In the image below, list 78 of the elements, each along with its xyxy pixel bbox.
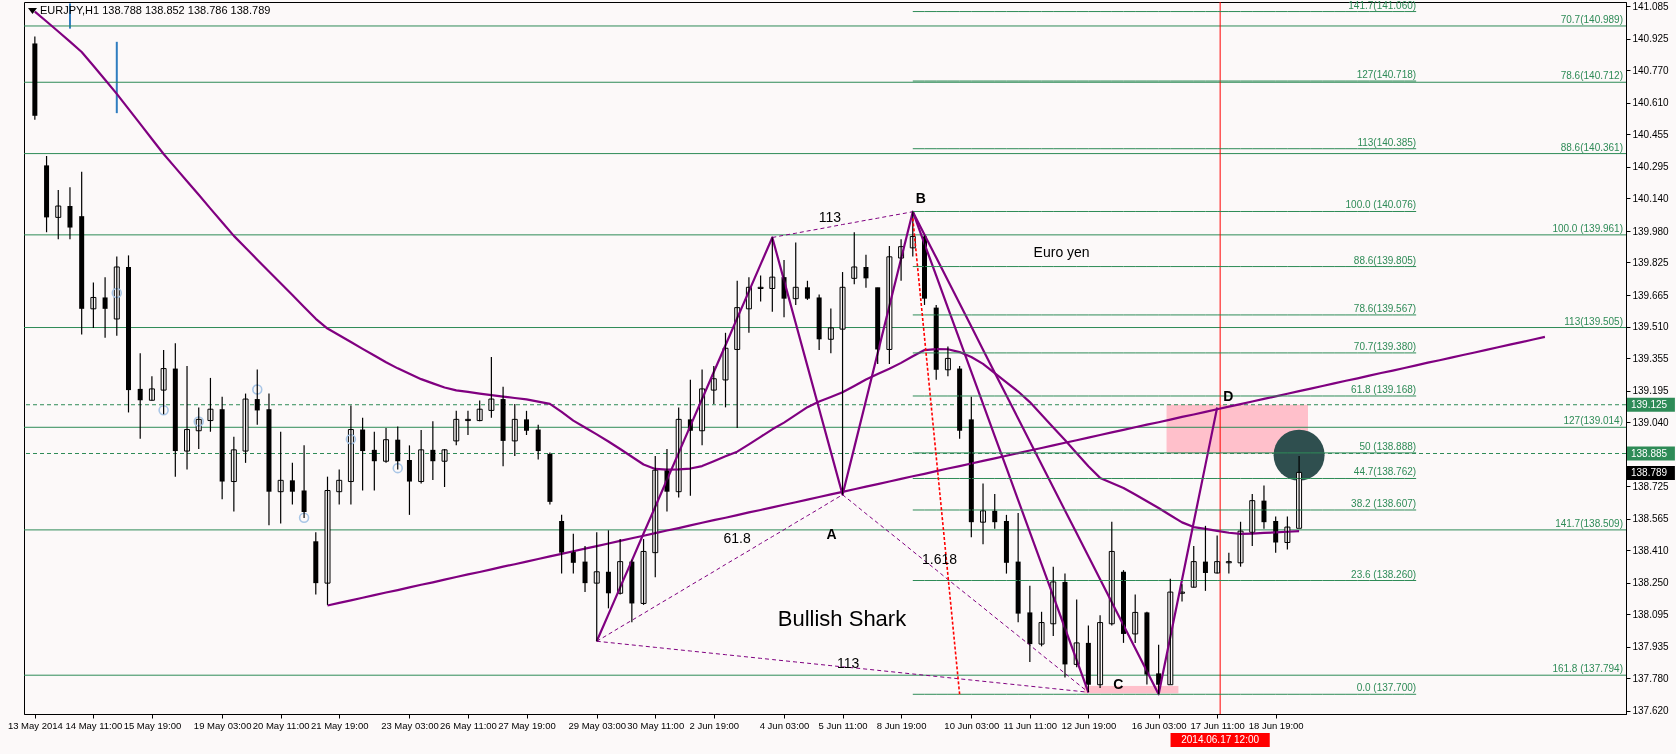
annotation: D — [1223, 387, 1234, 404]
ref-line-label: 78.6(140.712) — [1560, 70, 1623, 82]
series-label: 88.6(139.805) — [1353, 254, 1417, 266]
ref-line-label: 138.885 — [1631, 447, 1668, 459]
annotation: 1.618 — [922, 550, 958, 567]
x-tick-label: 19 May 03:00 — [193, 719, 252, 731]
y-tick-label: 138.565 — [1632, 513, 1670, 525]
series-label: 70.7(139.380) — [1353, 340, 1417, 352]
x-tick-label: 16 Jun 03:00 — [1131, 719, 1187, 731]
ref-line-label: 139.125 — [1631, 398, 1668, 410]
y-tick-label: 140.455 — [1632, 128, 1670, 140]
y-tick-label: 139.510 — [1632, 321, 1670, 332]
x-tick-label: 27 May 19:00 — [498, 719, 556, 731]
series-label: 38.2 (138.607) — [1351, 497, 1417, 509]
y-tick-label: 138.250 — [1632, 577, 1670, 589]
y-tick-label: 139.980 — [1632, 225, 1670, 237]
y-tick-label: 141.085 — [1632, 0, 1670, 12]
y-tick-label: 140.925 — [1632, 33, 1670, 45]
series-label: 78.6(139.567) — [1353, 302, 1417, 314]
x-tick-label: 12 Jun 19:00 — [1061, 719, 1117, 731]
ref-line-label: 127(139.014) — [1563, 415, 1623, 427]
annotation: 113 — [818, 208, 842, 225]
y-tick-label: 137.620 — [1632, 705, 1670, 717]
ref-line-label: 70.7(140.989) — [1560, 13, 1623, 25]
x-tick-label: 21 May 19:00 — [310, 719, 369, 731]
ref-line-label: 100.0 (139.961) — [1552, 222, 1623, 234]
annotation: C — [1113, 675, 1124, 692]
y-tick-label: 140.140 — [1632, 192, 1670, 204]
x-tick-label: 17 Jun 11:00 — [1190, 719, 1245, 731]
x-tick-label: 26 May 11:00 — [440, 719, 497, 731]
x-tick-label: 8 Jun 19:00 — [876, 719, 927, 731]
series-label: 0.0 (137.700) — [1356, 682, 1417, 694]
y-tick-label: 139.355 — [1632, 352, 1670, 364]
x-tick-label: 10 Jun 03:00 — [944, 719, 1000, 731]
x-tick-label: 23 May 03:00 — [381, 719, 439, 731]
ref-line-label: 2014.06.17 12:00 — [1181, 734, 1260, 745]
ref-line-label: 113(139.505) — [1564, 315, 1623, 327]
x-tick-label: 15 May 19:00 — [123, 719, 182, 731]
y-tick-label: 139.040 — [1632, 416, 1670, 428]
series-label: 50 (138.888) — [1359, 440, 1417, 452]
annotation: 61.8 — [723, 530, 751, 547]
y-tick-label: 139.825 — [1632, 257, 1670, 268]
y-tick-label: 140.295 — [1632, 161, 1670, 173]
y-tick-label: 138.095 — [1632, 608, 1670, 620]
y-tick-label: 138.410 — [1632, 544, 1670, 556]
y-tick-label: 137.935 — [1632, 641, 1670, 653]
series-label: 61.8 (139.168) — [1351, 384, 1417, 395]
ref-line-label: 88.6(140.361) — [1560, 141, 1623, 153]
x-tick-label: 4 Jun 03:00 — [759, 719, 810, 731]
x-tick-label: 5 Jun 11:00 — [818, 719, 868, 731]
series-label: 23.6 (138.260) — [1351, 568, 1417, 580]
x-tick-label: 11 Jun 11:00 — [1003, 719, 1058, 731]
x-tick-label: 30 May 11:00 — [627, 719, 685, 731]
annotation: B — [915, 190, 926, 207]
text: 138.789 — [1631, 466, 1668, 478]
x-tick-label: 14 May 11:00 — [65, 719, 123, 731]
series-label: 113(140.385) — [1357, 136, 1417, 148]
x-tick-label: 20 May 11:00 — [252, 719, 310, 731]
x-tick-label: 2 Jun 19:00 — [689, 719, 740, 731]
y-tick-label: 140.610 — [1632, 97, 1670, 109]
y-tick-label: 139.665 — [1632, 289, 1670, 301]
series-label: 100.0 (140.076) — [1345, 199, 1417, 211]
x-tick-label: 18 Jun 19:00 — [1248, 719, 1304, 731]
annotation: Euro yen — [1033, 243, 1090, 260]
annotation: Bullish Shark — [777, 606, 908, 632]
series-label: 141.7(141.060) — [1348, 0, 1417, 11]
series-label: 44.7(138.762) — [1353, 466, 1417, 478]
ref-line-label: 141.7(138.509) — [1555, 517, 1623, 529]
ref-line-label: 161.8 (137.794) — [1552, 663, 1623, 675]
y-tick-label: 138.725 — [1632, 480, 1670, 492]
y-tick-label: 137.780 — [1632, 672, 1670, 684]
y-tick-label: 140.770 — [1632, 64, 1670, 76]
x-tick-label: 29 May 03:00 — [568, 719, 627, 731]
x-tick-label: 13 May 2014 — [7, 719, 63, 731]
annotation: 113 — [837, 655, 860, 672]
series-label: 127(140.718) — [1356, 69, 1417, 81]
y-tick-label: 139.195 — [1632, 385, 1670, 397]
annotation: A — [826, 525, 837, 542]
